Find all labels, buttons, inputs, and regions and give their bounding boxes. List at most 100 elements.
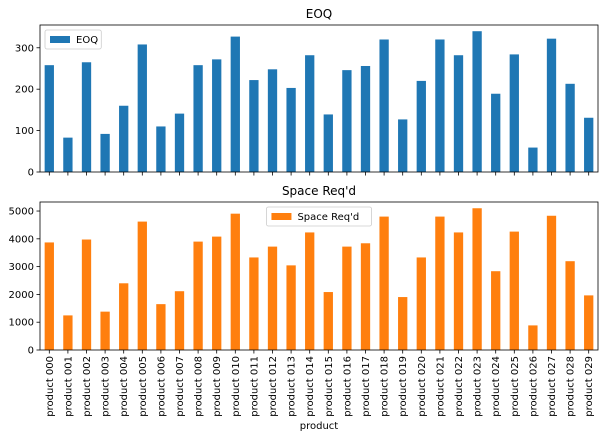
bar-product-015 — [323, 114, 333, 172]
legend-swatch — [50, 36, 70, 43]
x-tick-label: product 013 — [287, 356, 298, 417]
bar-product-006 — [156, 304, 166, 350]
x-tick-label: product 011 — [249, 356, 260, 417]
bar-product-003 — [100, 133, 110, 172]
x-tick-label: product 006 — [156, 356, 167, 417]
bar-product-028 — [565, 261, 575, 350]
bar-product-011 — [249, 80, 259, 172]
y-tick-label: 1000 — [9, 318, 34, 329]
x-tick-label: product 019 — [398, 356, 409, 417]
bar-product-025 — [509, 231, 519, 350]
chart-panel-2: Space Req'd 0 1000 2000 3000 4000 5000 product … — [9, 184, 599, 432]
x-tick-label: product 024 — [491, 356, 502, 417]
bar-product-007 — [174, 291, 185, 350]
bar-product-000 — [44, 242, 54, 350]
bar-product-029 — [584, 295, 594, 350]
bar-product-002 — [81, 62, 92, 172]
x-tick-label: product 008 — [194, 356, 205, 417]
x-tick-label: product 018 — [380, 356, 391, 417]
x-tick-label: product 026 — [528, 356, 539, 417]
bar-product-021 — [435, 216, 445, 350]
bar-product-023 — [472, 31, 482, 172]
bar-product-004 — [119, 105, 129, 172]
x-tick-label: product 001 — [63, 356, 74, 417]
bar-product-026 — [528, 325, 538, 350]
x-tick-label: product 009 — [212, 356, 223, 417]
bar-product-017 — [360, 243, 371, 350]
bar-product-000 — [44, 65, 54, 172]
bar-product-028 — [565, 83, 575, 172]
x-axis-label: product — [300, 421, 339, 432]
y-tick-label: 100 — [15, 126, 34, 137]
bar-product-012 — [267, 69, 278, 172]
bar-product-006 — [156, 126, 166, 172]
bar-product-009 — [212, 236, 222, 350]
bar-product-018 — [379, 216, 389, 350]
bar-product-007 — [174, 113, 185, 172]
x-tick-label: product 020 — [417, 356, 428, 417]
x-tick-label: product 028 — [566, 356, 577, 417]
bar-product-010 — [230, 36, 240, 173]
x-tick-label: product 029 — [584, 356, 595, 417]
legend-box — [266, 206, 372, 227]
x-tick-label: product 010 — [231, 356, 242, 417]
bar-product-001 — [63, 137, 73, 172]
x-tick-label: product 017 — [361, 356, 372, 417]
bar-product-008 — [193, 65, 203, 172]
plot-frame — [39, 201, 599, 351]
bar-product-020 — [416, 257, 426, 350]
x-tick-label: product 007 — [175, 356, 186, 417]
bar-product-009 — [212, 59, 222, 172]
bar-product-018 — [379, 39, 389, 173]
bar-product-021 — [435, 39, 445, 173]
chart-panel-1: EOQ 0 100 200 300 EOQ — [15, 7, 599, 179]
legend: EOQ — [44, 29, 102, 50]
bar-product-015 — [323, 292, 333, 350]
bar-product-001 — [63, 315, 73, 350]
legend-swatch — [271, 213, 292, 220]
y-tick-label: 0 — [28, 168, 34, 179]
bar-product-005 — [137, 44, 147, 172]
x-tick-label: product 023 — [473, 356, 484, 417]
x-tick-label: product 016 — [342, 356, 353, 417]
x-tick-label: product 022 — [454, 356, 465, 417]
y-tick-label: 5000 — [9, 207, 34, 218]
y-tick-label: 300 — [15, 43, 34, 54]
bar-product-020 — [416, 80, 426, 172]
bar-product-011 — [249, 257, 259, 350]
bar-product-003 — [100, 311, 110, 350]
x-tick-label: product 025 — [510, 356, 521, 417]
bar-product-022 — [453, 55, 464, 173]
legend-label: Space Req'd — [297, 212, 359, 223]
legend-label: EOQ — [76, 35, 98, 46]
bar-product-010 — [230, 213, 240, 350]
bar-product-005 — [137, 221, 147, 350]
bar-product-013 — [286, 87, 296, 172]
bar-product-016 — [342, 246, 352, 350]
chart-title: EOQ — [306, 7, 332, 21]
x-tick-label: product 014 — [305, 356, 316, 417]
legend-box — [44, 29, 102, 50]
plot-frame — [39, 24, 599, 173]
bar-product-023 — [472, 208, 482, 350]
x-tick-label: product 003 — [101, 356, 112, 417]
bar-product-002 — [81, 239, 92, 350]
y-tick-label: 0 — [28, 346, 34, 357]
x-tick-label: product 005 — [138, 356, 149, 417]
bar-product-019 — [398, 297, 408, 350]
bar-product-029 — [584, 117, 594, 172]
x-tick-label: product 000 — [45, 356, 56, 417]
bar-product-027 — [546, 38, 557, 172]
bar-product-016 — [342, 70, 352, 172]
y-tick-label: 3000 — [9, 262, 34, 273]
bar-product-019 — [398, 119, 408, 172]
bar-product-014 — [305, 232, 315, 350]
bar-product-024 — [491, 271, 501, 350]
bar-product-008 — [193, 241, 203, 350]
y-tick-label: 2000 — [9, 290, 34, 301]
bar-product-027 — [546, 215, 557, 350]
bar-product-026 — [528, 147, 538, 172]
bar-product-013 — [286, 265, 296, 350]
x-tick-label: product 021 — [435, 356, 446, 417]
x-tick-label: product 027 — [547, 356, 558, 417]
